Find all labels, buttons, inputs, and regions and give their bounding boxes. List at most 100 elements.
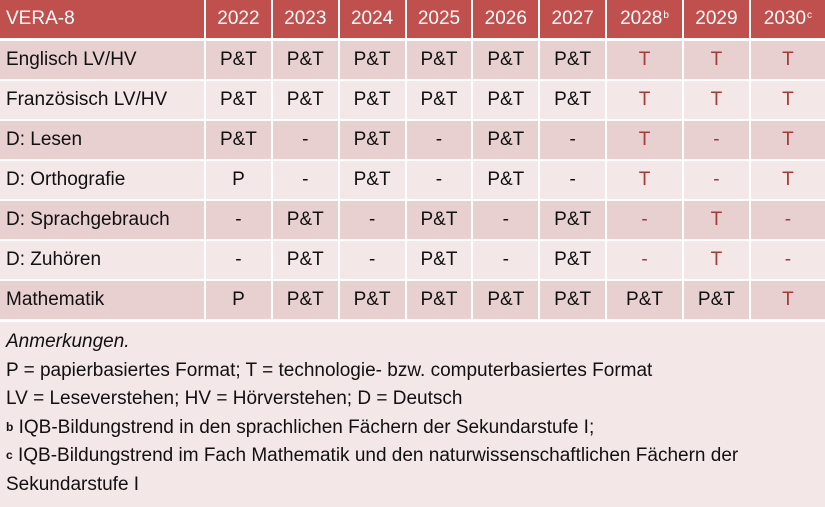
format-cell: P&T	[339, 41, 405, 81]
format-cell: -	[540, 121, 606, 161]
format-cell: -	[206, 241, 271, 281]
format-cell: P&T	[206, 121, 271, 161]
format-cell: P	[206, 161, 271, 201]
format-cell: P&T	[473, 161, 539, 201]
note-text: LV = Leseverstehen; HV = Hörverstehen; D…	[6, 388, 463, 409]
format-cell: P&T	[473, 281, 539, 321]
format-cell: P&T	[607, 281, 682, 321]
format-cell: P&T	[406, 281, 472, 321]
format-cell: P&T	[540, 201, 606, 241]
subject-cell: Französisch LV/HV	[0, 81, 204, 121]
footnote-marker: b	[663, 10, 669, 21]
format-cell: -	[750, 241, 825, 281]
format-cell: -	[607, 201, 682, 241]
format-cell: P&T	[473, 81, 539, 121]
format-cell: -	[683, 161, 749, 201]
table-row: Französisch LV/HV P&T P&T P&T P&T P&T P&T T T T	[0, 81, 825, 121]
year-label: 2025	[417, 8, 461, 29]
format-cell: -	[406, 121, 472, 161]
format-cell: T	[683, 81, 749, 121]
year-header-2024: 2024	[339, 0, 405, 41]
format-cell: P&T	[406, 81, 472, 121]
format-cell: T	[683, 241, 749, 281]
format-cell: P&T	[339, 281, 405, 321]
notes-title: Anmerkungen.	[6, 331, 130, 352]
format-cell: T	[750, 161, 825, 201]
format-cell: P&T	[473, 41, 539, 81]
year-label: 2024	[350, 8, 394, 29]
table-title-cell: VERA-8	[0, 0, 204, 41]
format-cell: T	[750, 41, 825, 81]
year-header-2030: 2030c	[750, 0, 825, 41]
format-cell: -	[206, 201, 271, 241]
footnote-marker: b	[6, 419, 14, 434]
format-cell: -	[272, 161, 338, 201]
year-label: 2029	[695, 8, 738, 29]
format-cell: -	[272, 121, 338, 161]
year-label: 2027	[551, 8, 594, 29]
format-cell: -	[540, 161, 606, 201]
note-text: P = papierbasiertes Format; T = technolo…	[6, 359, 653, 381]
format-cell: P&T	[406, 241, 472, 281]
format-cell: T	[683, 41, 749, 81]
notes-section: Anmerkungen. P = papierbasiertes Format;…	[0, 322, 825, 507]
table-row: D: Sprachgebrauch - P&T - P&T - P&T - T -	[0, 201, 825, 241]
format-cell: P&T	[406, 41, 472, 81]
note-line: b IQB-Bildungstrend in den sprachlichen …	[6, 414, 819, 443]
format-cell: -	[339, 241, 405, 281]
format-cell: -	[406, 161, 472, 201]
year-label: 2022	[217, 8, 260, 29]
format-cell: T	[607, 41, 682, 81]
note-line: P = papierbasiertes Format; T = technolo…	[6, 357, 819, 386]
subject-cell: D: Lesen	[0, 121, 204, 161]
format-cell: -	[473, 241, 539, 281]
note-text: IQB-Bildungstrend im Fach Mathematik und…	[6, 445, 739, 495]
format-cell: T	[607, 161, 682, 201]
subject-cell: D: Sprachgebrauch	[0, 201, 204, 241]
format-cell: -	[339, 201, 405, 241]
format-cell: P&T	[206, 41, 271, 81]
subject-cell: Mathematik	[0, 281, 204, 321]
format-cell: -	[607, 241, 682, 281]
format-cell: -	[473, 201, 539, 241]
format-cell: -	[750, 201, 825, 241]
subject-cell: D: Orthografie	[0, 161, 204, 201]
year-label: 2023	[284, 8, 327, 29]
format-cell: P&T	[540, 241, 606, 281]
format-cell: P&T	[683, 281, 749, 321]
format-cell: P&T	[206, 81, 271, 121]
table-row: Englisch LV/HV P&T P&T P&T P&T P&T P&T T T T	[0, 41, 825, 81]
format-cell: T	[607, 81, 682, 121]
table-header-row: VERA-8 2022 2023 2024 2025 2026 2027 2028b 2029…	[0, 0, 825, 41]
format-cell: P&T	[473, 121, 539, 161]
year-header-2029: 2029	[683, 0, 749, 41]
format-cell: P&T	[339, 81, 405, 121]
note-line: c IQB-Bildungstrend im Fach Mathematik u…	[6, 442, 819, 499]
table-row: D: Zuhören - P&T - P&T - P&T - T -	[0, 241, 825, 281]
format-cell: P&T	[540, 41, 606, 81]
year-label: 2030	[763, 8, 807, 29]
format-cell: P&T	[339, 161, 405, 201]
note-text: IQB-Bildungstrend in den sprachlichen Fä…	[13, 416, 595, 438]
format-cell: P&T	[540, 81, 606, 121]
format-cell: P&T	[272, 281, 338, 321]
subject-cell: Englisch LV/HV	[0, 41, 204, 81]
format-cell: P&T	[540, 281, 606, 321]
format-cell: P&T	[339, 121, 405, 161]
year-header-2023: 2023	[272, 0, 338, 41]
format-cell: P&T	[272, 241, 338, 281]
note-line: LV = Leseverstehen; HV = Hörverstehen; D…	[6, 385, 819, 414]
format-cell: P&T	[272, 201, 338, 241]
footnote-marker: c	[6, 448, 13, 462]
table-row: Mathematik P P&T P&T P&T P&T P&T P&T P&T T	[0, 281, 825, 321]
subject-cell: D: Zuhören	[0, 241, 204, 281]
table-row: D: Lesen P&T - P&T - P&T - T - T	[0, 121, 825, 161]
year-label: 2028	[620, 8, 663, 29]
format-cell: T	[750, 121, 825, 161]
format-cell: P&T	[272, 41, 338, 81]
year-header-2027: 2027	[540, 0, 606, 41]
table-row: D: Orthografie P - P&T - P&T - T - T	[0, 161, 825, 201]
year-label: 2026	[484, 8, 527, 29]
format-cell: -	[683, 121, 749, 161]
format-cell: T	[607, 121, 682, 161]
